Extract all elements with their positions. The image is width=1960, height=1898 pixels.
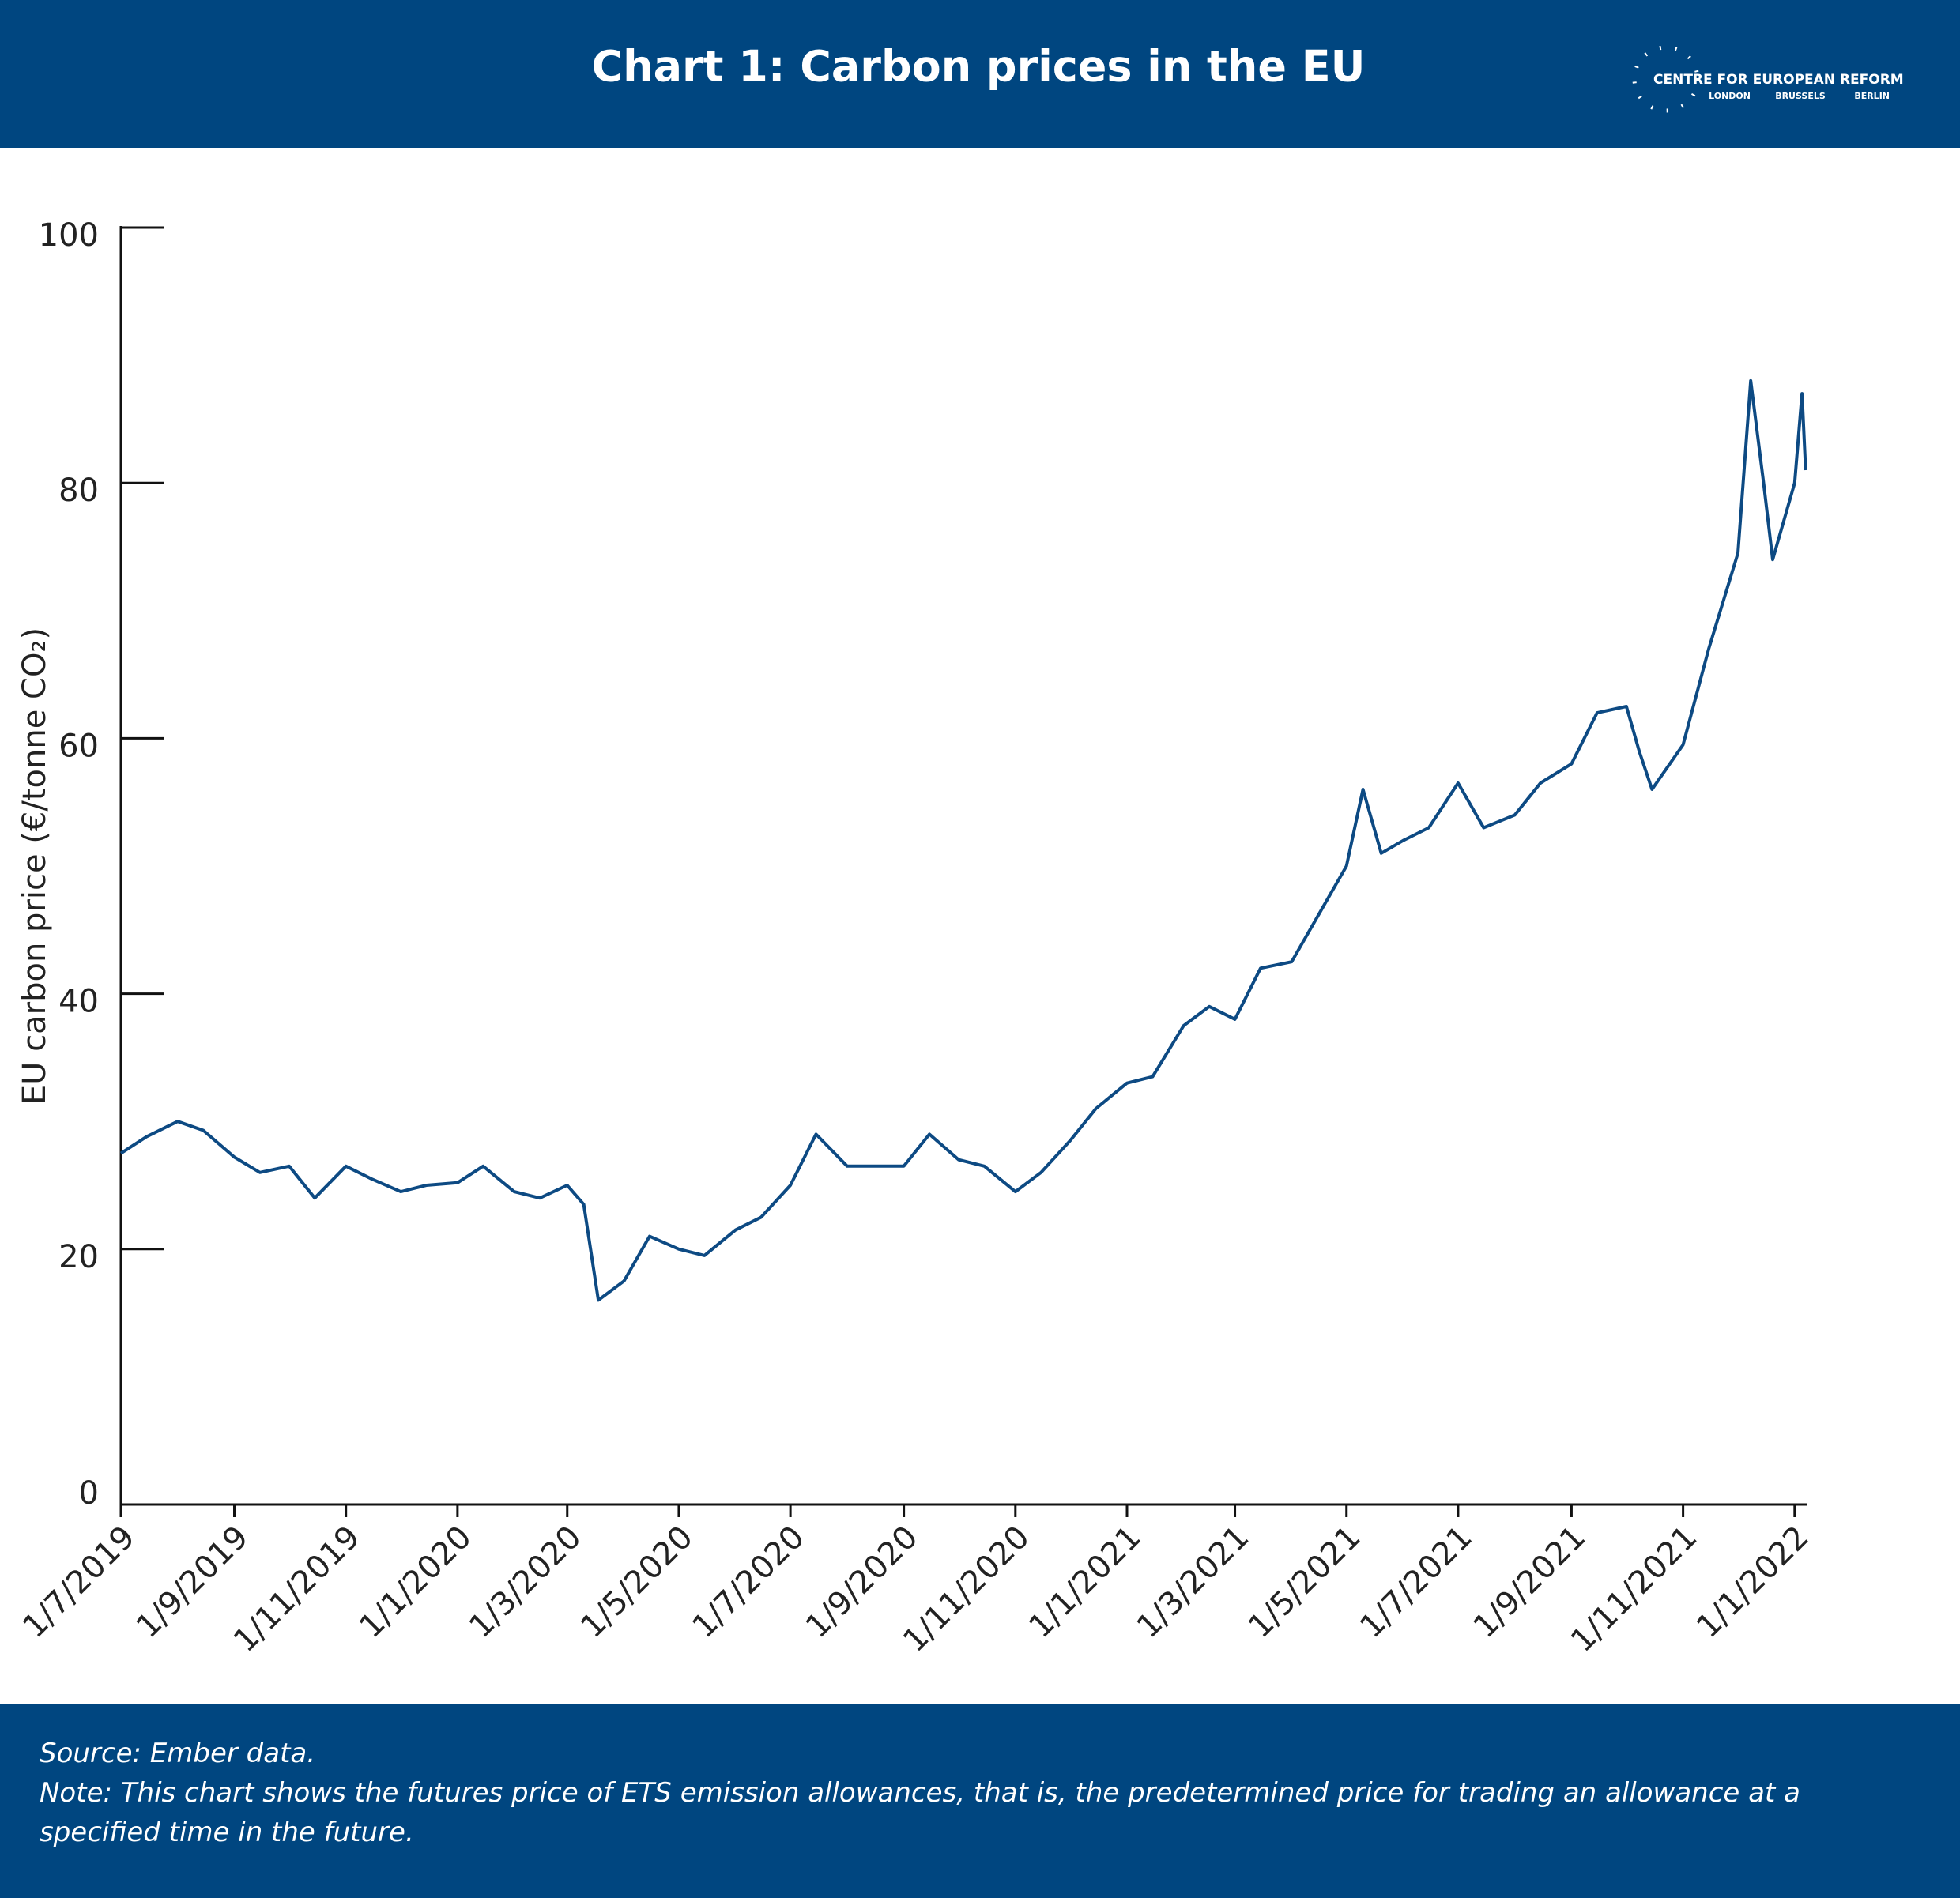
x-tick-label: 1/5/2020 <box>574 1519 700 1645</box>
chart: Chart 1: Carbon prices in the EU CENTRE … <box>0 0 1960 1659</box>
y-tick-label: 100 <box>39 217 99 254</box>
footer: Source: Ember data. Note: This chart sho… <box>0 1704 1960 1898</box>
logo-city: BERLIN <box>1854 91 1890 101</box>
header-bar <box>0 0 1960 148</box>
x-tick-label: 1/3/2021 <box>1130 1519 1257 1645</box>
x-tick-label: 1/1/2020 <box>352 1519 479 1645</box>
x-tick-label: 1/3/2020 <box>462 1519 589 1645</box>
logo-city: LONDON <box>1709 91 1751 101</box>
logo: CENTRE FOR EUROPEAN REFORM LONDON BRUSSE… <box>1632 45 1904 113</box>
x-tick-label: 1/5/2021 <box>1242 1519 1368 1645</box>
logo-city: BRUSSELS <box>1775 91 1826 101</box>
y-tick-label: 40 <box>58 984 99 1020</box>
y-tick-label: 80 <box>58 473 99 509</box>
x-tick-label: 1/1/2022 <box>1690 1519 1816 1645</box>
logo-name: CENTRE FOR EUROPEAN REFORM <box>1653 72 1904 88</box>
source: Source: Ember data. <box>40 1738 316 1769</box>
price-line <box>119 378 1807 1302</box>
y-tick-label: 60 <box>58 728 99 764</box>
x-tick-label: 1/7/2020 <box>685 1519 812 1645</box>
x-tick-label: 1/7/2019 <box>16 1519 142 1645</box>
y-tick-label: 20 <box>58 1239 99 1275</box>
logo-stars <box>1632 45 1700 113</box>
chart-title: Chart 1: Carbon prices in the EU <box>592 42 1366 92</box>
y-axis-label: EU carbon price (€/tonne CO₂) <box>17 627 53 1105</box>
x-tick-label: 1/1/2021 <box>1022 1519 1148 1645</box>
y-tick-label: 0 <box>79 1475 99 1512</box>
note: Note: This chart shows the futures price… <box>40 1777 1800 1848</box>
x-tick-label: 1/7/2021 <box>1353 1519 1479 1645</box>
